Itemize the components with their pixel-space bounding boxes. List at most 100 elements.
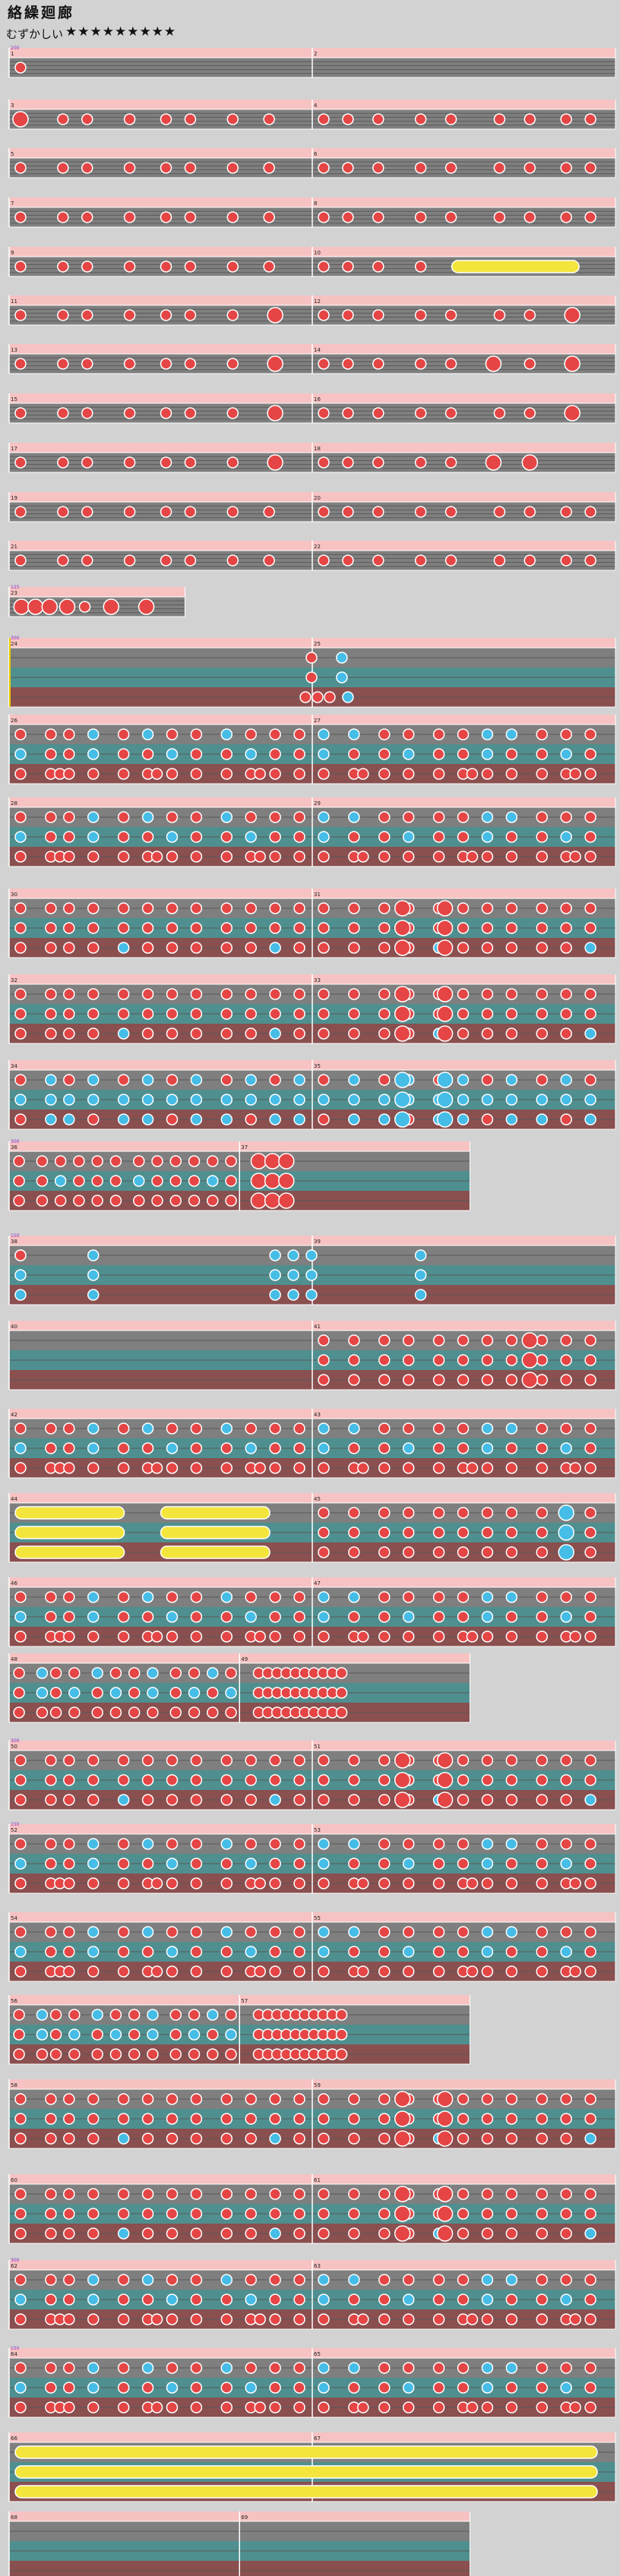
don-note [14,1631,27,1643]
ka-note [457,1074,470,1086]
don-note [402,2362,415,2374]
don-note [402,1374,415,1386]
don-note [444,407,457,419]
don-note [402,811,415,823]
don-note [220,902,233,914]
don-note [57,211,69,223]
don-note [293,922,305,934]
don-note [160,554,172,567]
don-note [536,1507,549,1519]
don-note [269,1838,281,1850]
ka-note [481,1094,494,1106]
don-note [584,1838,596,1850]
don-note [45,1008,57,1020]
don-note [169,1155,182,1167]
don-note [63,1008,75,1020]
don-note [394,1772,411,1788]
drumroll-note [14,1545,125,1559]
don-note [293,1008,305,1020]
don-note [207,1155,219,1167]
don-note [220,1074,233,1086]
don-note [318,851,330,863]
don-note [103,598,120,615]
don-note [263,506,275,518]
don-note [536,1877,549,1889]
don-note [14,2401,27,2413]
don-note [128,2009,141,2021]
don-note [63,1946,75,1958]
don-note [190,1794,203,1806]
don-note [432,851,445,863]
don-note [117,1631,130,1643]
bpm-label: 300 [11,1139,20,1144]
don-note [225,1175,237,1187]
don-note [414,309,427,321]
measure-number: 17 [11,446,17,452]
don-note [14,1774,27,1786]
don-note [481,2313,494,2325]
don-note [505,2208,518,2220]
don-note [318,1526,330,1539]
don-note [536,1965,549,1978]
chart-row: 48 49 [8,1653,470,1723]
don-note [81,506,93,518]
don-note [45,2113,57,2125]
don-note [318,309,330,321]
don-note [91,1175,103,1187]
don-note [536,1774,549,1786]
don-note [220,1462,233,1474]
don-note [505,988,518,1000]
don-note [207,1687,219,1699]
don-note [481,2208,494,2220]
don-note [584,1877,596,1889]
don-note [457,2293,470,2306]
don-note [225,2048,237,2060]
don-note [378,831,391,843]
don-note [63,2293,75,2306]
don-note [481,768,494,780]
don-note [335,2009,348,2021]
don-note [505,1526,518,1539]
don-note [14,1591,27,1603]
don-note [220,1008,233,1020]
don-note [117,1946,130,1958]
measure-number: 32 [11,977,17,983]
don-note [254,1965,266,1978]
don-note [485,355,502,372]
don-note [49,1667,62,1679]
don-note [342,456,354,469]
don-note [87,902,100,914]
don-note [505,1028,518,1040]
don-note [357,2401,369,2413]
don-note [190,1877,203,1889]
don-note [269,1965,281,1978]
don-note [318,1507,330,1519]
don-note [117,2188,130,2200]
don-note [348,922,360,934]
don-note [141,1008,154,1020]
ka-note [117,1794,130,1806]
ka-note [269,942,281,954]
don-note [54,1155,67,1167]
don-note [432,1926,445,1938]
don-note [505,922,518,934]
don-note [318,1113,330,1125]
don-note [269,728,281,740]
ka-note [481,1858,494,1870]
don-note [402,1334,415,1346]
don-note [45,1926,57,1938]
ka-note [269,2227,281,2240]
don-note [267,307,283,324]
don-note [14,62,27,74]
don-note [57,506,69,518]
ka-note [36,2028,49,2041]
don-note [342,260,354,273]
don-note [87,1028,100,1040]
don-note [220,2313,233,2325]
don-note [457,2362,470,2374]
don-note [14,211,27,223]
don-note [150,1877,163,1889]
don-note [220,2132,233,2145]
don-note [269,748,281,760]
